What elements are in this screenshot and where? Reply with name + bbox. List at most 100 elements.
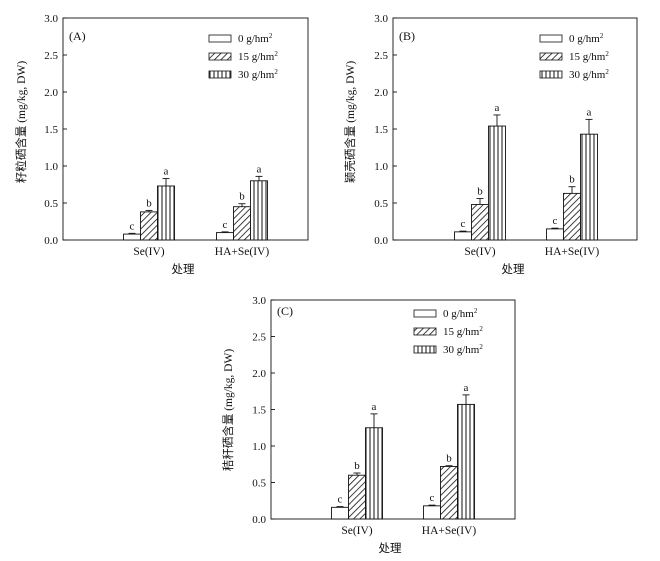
x-tick-label: Se(IV) — [341, 525, 372, 537]
y-tick-label: 1.5 — [374, 124, 388, 136]
significance-letter: b — [239, 191, 245, 203]
y-tick-label: 0.0 — [44, 235, 58, 247]
y-tick-label: 2.0 — [374, 87, 388, 99]
legend-label: 30 g/hm2 — [238, 68, 278, 81]
x-tick-label: HA+Se(IV) — [215, 246, 270, 258]
x-tick-label: HA+Se(IV) — [545, 246, 600, 258]
bar — [331, 506, 349, 520]
significance-letter: c — [553, 215, 558, 227]
legend-swatch — [208, 34, 232, 43]
legend-swatch — [413, 309, 437, 318]
y-tick-label: 0.5 — [374, 198, 388, 210]
legend-swatch — [208, 70, 232, 79]
bar — [471, 204, 489, 241]
bar — [365, 427, 383, 520]
legend-swatch — [539, 52, 563, 61]
legend-swatch — [413, 345, 437, 354]
significance-letter: b — [446, 453, 452, 465]
y-tick-label: 1.0 — [44, 161, 58, 173]
significance-letter: c — [461, 218, 466, 230]
y-tick-label: 2.0 — [44, 87, 58, 99]
y-tick-label: 2.5 — [44, 50, 58, 62]
y-tick-label: 1.5 — [44, 124, 58, 136]
x-tick-label: Se(IV) — [464, 246, 495, 258]
significance-letter: a — [257, 163, 262, 175]
legend-label: 0 g/hm2 — [569, 32, 604, 45]
x-axis-label: 处理 — [379, 542, 402, 555]
bar — [546, 228, 564, 241]
y-tick-label: 1.5 — [252, 405, 266, 417]
significance-letter: c — [130, 220, 135, 232]
panel-label: (C) — [277, 304, 293, 318]
y-tick-label: 0.5 — [252, 478, 266, 490]
chart-panel-a: 籽粒硒含量 (mg/kg, DW) 处理 (A) 0.0 0.5 1.0 1.5 2.0… — [14, 13, 309, 276]
significance-letter: a — [587, 106, 592, 118]
y-axis-label: 籽粒硒含量 (mg/kg, DW) — [14, 61, 28, 184]
legend-label: 15 g/hm2 — [238, 50, 278, 63]
bar — [157, 185, 175, 241]
significance-letter: a — [495, 102, 500, 114]
y-axis-label: 秸秆硒含量 (mg/kg, DW) — [221, 349, 235, 472]
significance-letter: b — [569, 174, 575, 186]
plot-area: 0.0 0.5 1.0 1.5 2.0 2.5 3.0 Se(IV) c b a HA+Se(IV) c… — [374, 13, 638, 258]
bar — [216, 232, 234, 241]
bar — [454, 231, 472, 241]
panel-label: (A) — [69, 29, 86, 43]
chart-panel-b: 颖壳硒含量 (mg/kg, DW) 处理 (B) 0.0 0.5 1.0 1.5 2.0… — [343, 13, 638, 276]
y-tick-label: 2.5 — [252, 332, 266, 344]
significance-letter: a — [464, 382, 469, 394]
y-tick-label: 3.0 — [374, 13, 388, 25]
bar — [250, 180, 268, 241]
bar — [123, 233, 141, 241]
x-tick-label: HA+Se(IV) — [422, 525, 477, 537]
y-tick-label: 0.5 — [44, 198, 58, 210]
bar — [233, 206, 251, 241]
legend-swatch — [208, 52, 232, 61]
y-tick-label: 0.0 — [252, 514, 266, 526]
bar — [457, 403, 475, 520]
y-tick-label: 1.0 — [252, 441, 266, 453]
y-tick-label: 2.0 — [252, 368, 266, 380]
bar — [580, 133, 598, 241]
y-tick-label: 1.0 — [374, 161, 388, 173]
legend-label: 30 g/hm2 — [443, 343, 483, 356]
panel-label: (B) — [399, 29, 415, 43]
significance-letter: c — [430, 492, 435, 504]
bar — [563, 192, 581, 241]
y-axis-label: 颖壳硒含量 (mg/kg, DW) — [343, 61, 357, 184]
plot-area: 0.0 0.5 1.0 1.5 2.0 2.5 3.0 Se(IV) c b a HA+Se(IV) c… — [252, 295, 516, 537]
legend-label: 15 g/hm2 — [443, 325, 483, 338]
bar — [440, 465, 458, 520]
significance-letter: c — [338, 494, 343, 506]
significance-letter: b — [477, 186, 483, 198]
legend: 0 g/hm2 15 g/hm2 30 g/hm2 — [208, 32, 278, 81]
bar — [488, 125, 506, 241]
chart-panel-c: 秸秆硒含量 (mg/kg, DW) 处理 (C) 0.0 0.5 1.0 1.5 2.0… — [221, 295, 516, 555]
legend-swatch — [539, 70, 563, 79]
y-tick-label: 0.0 — [374, 235, 388, 247]
bar — [423, 505, 441, 520]
significance-letter: b — [354, 460, 360, 472]
legend: 0 g/hm2 15 g/hm2 30 g/hm2 — [413, 307, 483, 356]
x-axis-label: 处理 — [172, 263, 195, 276]
legend-label: 0 g/hm2 — [443, 307, 478, 320]
legend: 0 g/hm2 15 g/hm2 30 g/hm2 — [539, 32, 609, 81]
y-tick-label: 2.5 — [374, 50, 388, 62]
bar — [348, 474, 366, 520]
significance-letter: a — [372, 401, 377, 413]
x-axis-label: 处理 — [502, 263, 525, 276]
legend-label: 0 g/hm2 — [238, 32, 273, 45]
significance-letter: c — [223, 219, 228, 231]
y-tick-label: 3.0 — [252, 295, 266, 307]
legend-label: 15 g/hm2 — [569, 50, 609, 63]
legend-swatch — [539, 34, 563, 43]
bar — [140, 211, 158, 241]
legend-label: 30 g/hm2 — [569, 68, 609, 81]
significance-letter: a — [164, 166, 169, 178]
y-tick-label: 3.0 — [44, 13, 58, 25]
x-tick-label: Se(IV) — [133, 246, 164, 258]
significance-letter: b — [146, 197, 152, 209]
legend-swatch — [413, 327, 437, 336]
plot-area: 0.00.51.01.52.02.53.0Se(IV)cbaHA+Se(IV)c… — [44, 13, 309, 258]
